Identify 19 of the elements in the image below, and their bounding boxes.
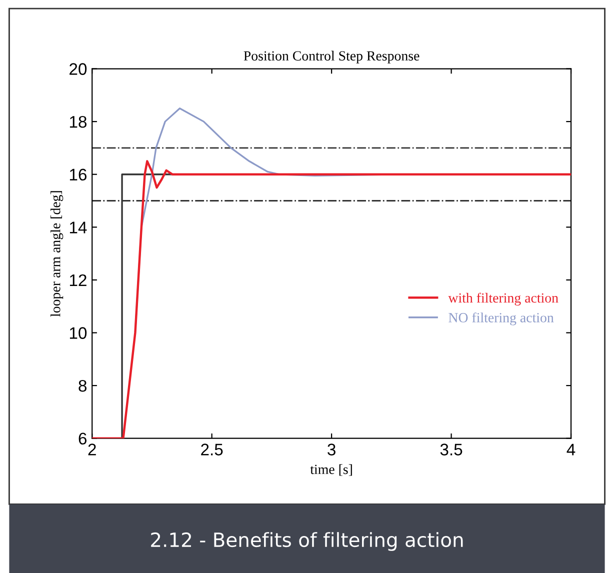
y-tick-label: 10 (70, 327, 87, 339)
x-tick-label: 2.5 (201, 444, 223, 456)
x-tick-label: 2 (88, 444, 96, 456)
chart-title: Position Control Step Response (244, 50, 420, 64)
y-axis-title: looper arm angle [deg] (50, 191, 64, 317)
x-tick-label: 3 (328, 444, 336, 456)
y-tick-label: 8 (78, 380, 87, 392)
y-tick-label: 12 (70, 274, 86, 286)
y-tick-label: 16 (70, 168, 87, 181)
y-tick-label: 20 (70, 63, 87, 75)
y-tick-label: 6 (78, 432, 87, 445)
y-tick-label: 18 (70, 116, 87, 128)
text: 2.12 - Benefits of filtering action (151, 532, 463, 551)
legend-label: NO filtering action (448, 312, 554, 326)
x-tick-label: 3.5 (440, 444, 462, 456)
x-axis-title: time [s] (310, 464, 352, 476)
x-tick-label: 4 (566, 444, 576, 456)
legend-label: with filtering action (448, 292, 558, 306)
y-tick-label: 14 (70, 222, 87, 234)
